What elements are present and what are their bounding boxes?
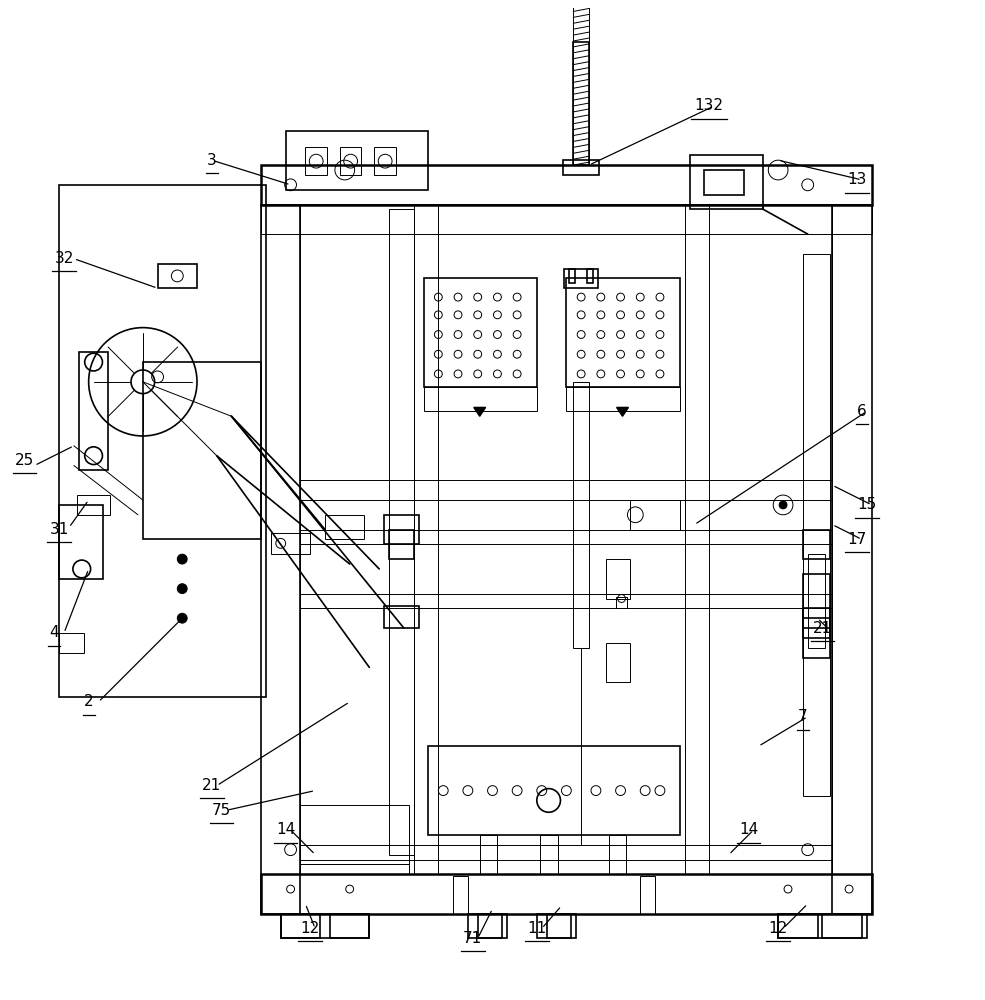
Bar [428, 746, 680, 835]
Text: 14: 14 [739, 822, 758, 837]
Bar [478, 914, 502, 938]
Bar [389, 209, 414, 855]
Bar [300, 805, 409, 864]
Bar [563, 160, 599, 175]
Text: 7: 7 [798, 709, 808, 724]
Text: 12: 12 [768, 921, 788, 936]
Bar [143, 362, 261, 539]
Bar [271, 533, 310, 554]
Text: 32: 32 [54, 251, 74, 266]
Text: 14: 14 [276, 822, 296, 837]
Bar [803, 574, 830, 628]
Bar [158, 264, 197, 288]
Bar [77, 495, 110, 515]
Bar [803, 608, 830, 638]
Bar [822, 914, 862, 938]
Bar [468, 914, 507, 938]
Bar [609, 835, 626, 874]
Bar [300, 480, 832, 500]
Text: 75: 75 [212, 803, 231, 818]
Bar [261, 204, 872, 234]
Text: 15: 15 [857, 497, 877, 512]
Circle shape [177, 584, 187, 594]
Bar [606, 559, 630, 598]
Bar [300, 845, 832, 860]
Bar [540, 835, 558, 874]
Text: 31: 31 [49, 522, 69, 537]
Text: 12: 12 [300, 921, 320, 936]
Text: 6: 6 [857, 404, 867, 419]
Text: 132: 132 [694, 99, 724, 113]
Bar [778, 914, 867, 938]
Text: 21: 21 [202, 778, 222, 793]
Bar [690, 155, 763, 209]
Bar [300, 530, 832, 544]
Bar [79, 352, 108, 470]
Bar [808, 554, 825, 648]
Bar [573, 42, 589, 165]
Bar [261, 165, 872, 205]
Bar [281, 914, 320, 938]
Bar [480, 835, 497, 874]
Circle shape [177, 613, 187, 623]
Bar [340, 147, 361, 175]
Bar [573, 382, 589, 648]
Bar [305, 147, 327, 175]
Text: 25: 25 [15, 453, 34, 468]
Bar [59, 505, 103, 579]
Bar [803, 618, 830, 658]
Bar [374, 147, 396, 175]
Bar [59, 185, 266, 697]
Circle shape [779, 501, 787, 509]
Bar [384, 515, 419, 544]
Bar [616, 597, 627, 608]
Bar [564, 269, 598, 288]
Bar [832, 205, 872, 914]
Text: 21: 21 [813, 621, 832, 636]
Bar [606, 643, 630, 682]
Circle shape [177, 554, 187, 564]
Bar [630, 500, 680, 530]
Bar [803, 254, 830, 796]
Bar [330, 914, 369, 938]
Text: 17: 17 [847, 532, 867, 547]
Bar [704, 170, 744, 195]
Polygon shape [474, 407, 486, 416]
Bar [587, 269, 593, 283]
Polygon shape [617, 407, 628, 416]
Bar [685, 205, 709, 874]
Bar [778, 914, 818, 938]
Text: 2: 2 [84, 694, 94, 709]
Bar [424, 278, 537, 387]
Bar [59, 633, 84, 653]
Bar [569, 269, 575, 283]
Text: 71: 71 [463, 931, 483, 946]
Text: 3: 3 [207, 153, 217, 168]
Bar [414, 205, 438, 874]
Bar [566, 387, 680, 411]
Text: 4: 4 [49, 625, 59, 640]
Bar [640, 876, 655, 914]
Bar [261, 874, 872, 914]
Bar [453, 876, 468, 914]
Bar [424, 387, 537, 411]
Bar [389, 530, 414, 559]
Bar [384, 606, 419, 628]
Bar [566, 278, 680, 387]
Text: 13: 13 [847, 172, 867, 187]
Bar [547, 914, 571, 938]
Bar [286, 131, 428, 190]
Bar [537, 914, 576, 938]
Bar [300, 864, 409, 874]
Bar [803, 530, 830, 559]
Bar [281, 914, 369, 938]
Bar [325, 515, 364, 539]
Bar [300, 594, 832, 608]
Bar [261, 205, 300, 914]
Text: 11: 11 [527, 921, 547, 936]
